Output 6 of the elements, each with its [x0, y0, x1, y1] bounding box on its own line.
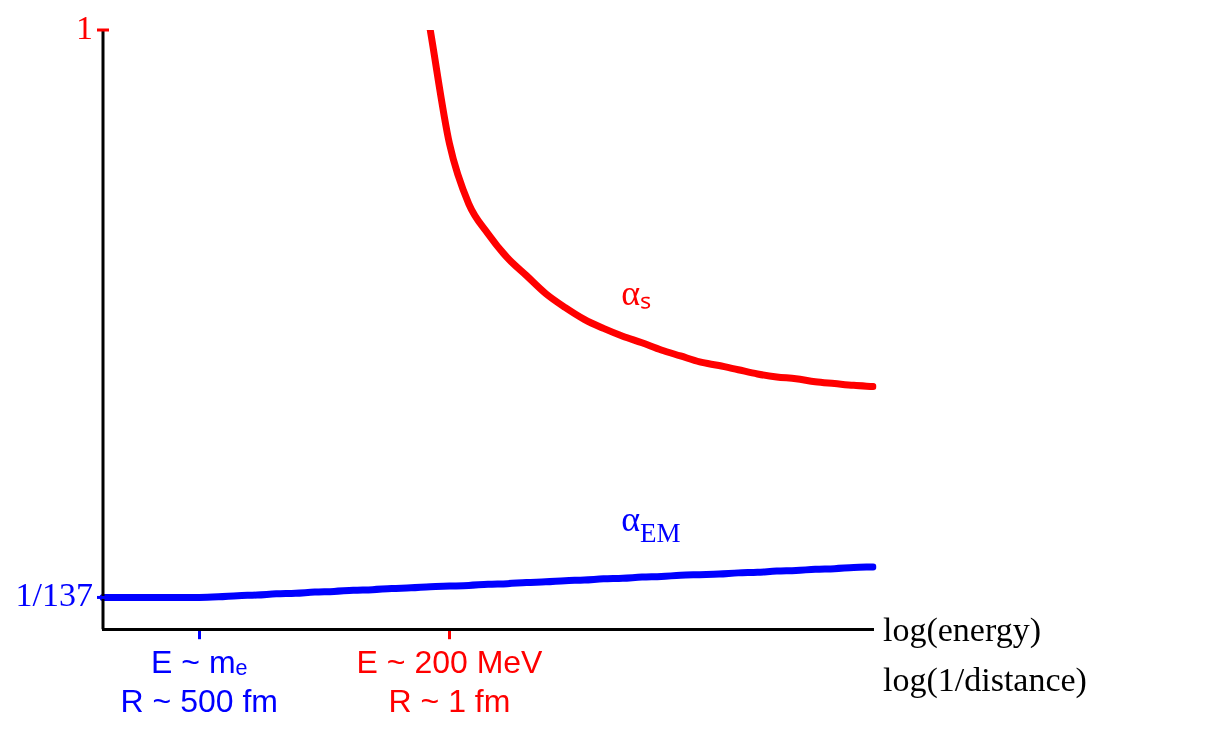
- text: 1: [76, 8, 93, 46]
- x-axis-title: log(energy) log(1/distance): [883, 611, 1087, 700]
- text: 1/137: [15, 576, 93, 614]
- x-tick-label: E ~ 200 MeV R ~ 1 fm: [356, 644, 544, 719]
- x-tick-label: E ~ mₑ R ~ 500 fm: [120, 644, 278, 719]
- series-label: αₛ: [621, 272, 652, 313]
